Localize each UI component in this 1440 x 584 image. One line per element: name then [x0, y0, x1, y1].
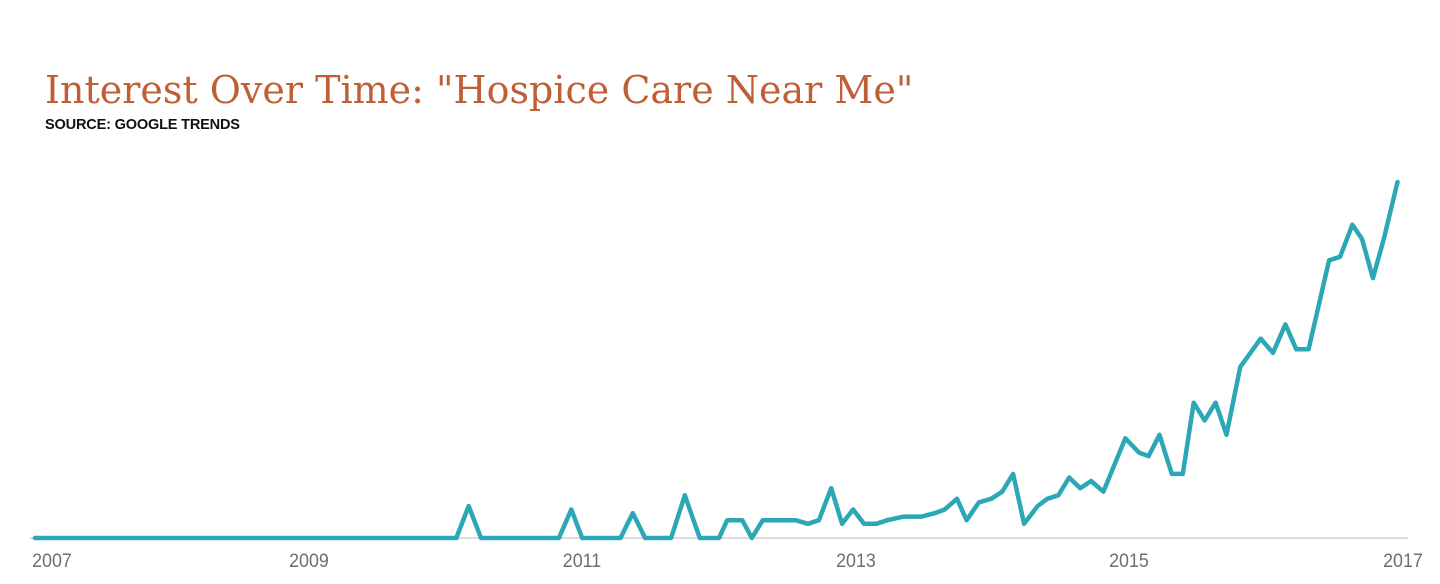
chart-header: Interest Over Time: "Hospice Care Near M… — [45, 68, 913, 133]
x-tick-label-2009: 2009 — [288, 551, 329, 572]
x-tick-label-2015: 2015 — [1109, 551, 1150, 572]
chart-source: SOURCE: GOOGLE TRENDS — [45, 116, 240, 133]
x-tick-label-2017: 2017 — [1383, 551, 1423, 572]
x-tick-label-2011: 2011 — [562, 551, 602, 572]
trend-line — [32, 179, 1400, 541]
x-tick-label-2013: 2013 — [835, 551, 876, 572]
chart-title: Interest Over Time: "Hospice Care Near M… — [45, 68, 914, 112]
x-tick-label-2007: 2007 — [32, 551, 72, 572]
